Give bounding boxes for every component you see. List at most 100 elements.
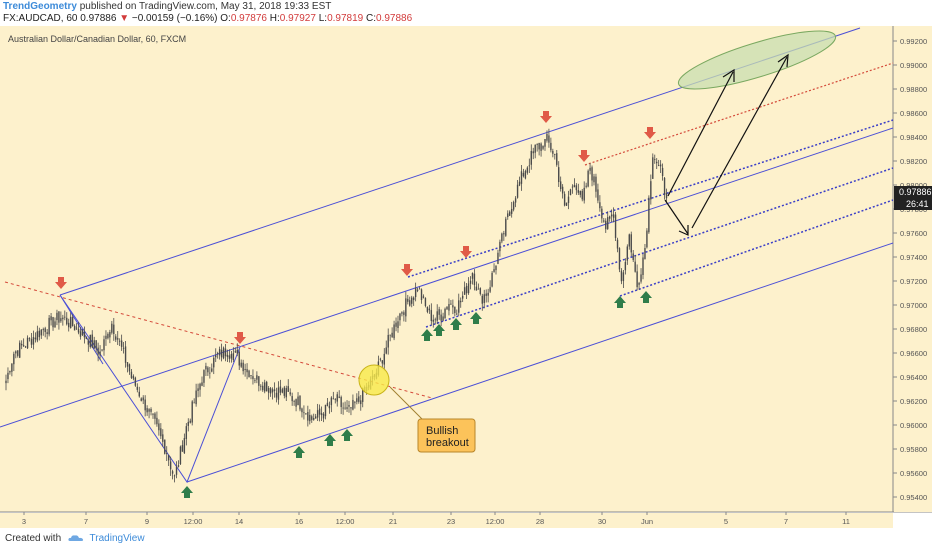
resistance-arrow-icon[interactable] <box>540 111 552 123</box>
candle-body <box>450 303 452 305</box>
candle-body <box>487 292 489 296</box>
candle-body <box>512 202 515 210</box>
candle-body <box>17 350 19 356</box>
support-arrow-icon[interactable] <box>421 329 433 341</box>
price-chart[interactable]: Australian Dollar/Canadian Dollar, 60, F… <box>0 26 932 528</box>
low-label: L: <box>318 13 328 24</box>
resistance-arrow-icon[interactable] <box>55 277 67 289</box>
support-arrow-icon[interactable] <box>181 486 193 498</box>
price-tick-label: 0.95400 <box>900 493 927 502</box>
support-arrow-icon[interactable] <box>450 318 462 330</box>
candle-body <box>134 377 137 386</box>
candle-body <box>528 165 531 167</box>
candle-body <box>195 390 197 405</box>
price-tick-label: 0.96000 <box>900 421 927 430</box>
candle-body <box>179 446 182 465</box>
support-arrow-icon[interactable] <box>324 434 336 446</box>
candle-body <box>22 345 25 347</box>
candle-body <box>630 234 632 253</box>
support-arrow-icon[interactable] <box>614 296 626 308</box>
candle-body <box>185 426 188 439</box>
candle-body <box>634 261 636 272</box>
dotted-channel-upper[interactable] <box>407 119 894 278</box>
candle-body <box>60 318 62 322</box>
author-link[interactable]: TrendGeometry <box>3 1 77 12</box>
candle-body <box>548 135 550 143</box>
candle-body <box>91 334 93 348</box>
last-price: 0.97886 <box>80 13 117 24</box>
candle-body <box>305 413 307 415</box>
breakout-callout[interactable] <box>417 418 476 453</box>
target-zone-ellipse[interactable] <box>674 26 841 100</box>
candle-body <box>542 145 544 149</box>
resistance-arrow-icon[interactable] <box>234 332 246 344</box>
candle-body <box>40 329 42 336</box>
support-arrow-icon[interactable] <box>470 312 482 324</box>
candle-body <box>287 386 289 392</box>
candle-body <box>603 220 605 222</box>
candle-body <box>656 161 658 164</box>
price-axis[interactable] <box>894 26 932 512</box>
candle-body <box>246 369 248 373</box>
projection-arrows <box>664 53 789 236</box>
projection-arrow-1[interactable] <box>667 71 734 197</box>
arrowhead-2b <box>777 53 789 68</box>
open-value: 0.97876 <box>230 13 267 24</box>
time-tick-label: 30 <box>598 517 606 526</box>
candle-body <box>544 138 546 147</box>
candle-body <box>293 401 295 402</box>
support-arrow-icon[interactable] <box>293 446 305 458</box>
resistance-arrow-icon[interactable] <box>460 246 472 258</box>
candle-body <box>240 362 242 367</box>
time-tick-label: 5 <box>724 517 728 526</box>
candle-body <box>313 418 315 420</box>
tradingview-link[interactable]: TradingView <box>89 533 145 544</box>
channel-lower-line[interactable] <box>186 242 894 483</box>
candle-body <box>628 234 630 247</box>
candle-body <box>332 398 335 400</box>
candle-body <box>169 461 172 470</box>
candle-body <box>644 247 646 259</box>
candle-body <box>199 383 201 390</box>
breakout-circle[interactable] <box>358 364 390 396</box>
resistance-arrow-icon[interactable] <box>644 127 656 139</box>
channel-median-line[interactable] <box>0 127 894 428</box>
candle-body <box>526 167 529 173</box>
candle-body <box>50 316 52 321</box>
candle-body <box>118 340 121 342</box>
chart-area[interactable]: Australian Dollar/Canadian Dollar, 60, F… <box>0 26 932 528</box>
dotted-channel-lower[interactable] <box>619 199 894 297</box>
candle-body <box>569 189 572 196</box>
support-arrow-icon[interactable] <box>640 291 652 303</box>
pitchfork-handle[interactable] <box>59 294 241 484</box>
candle-body <box>485 293 487 296</box>
support-arrow-icon[interactable] <box>433 324 445 336</box>
time-axis[interactable] <box>0 513 893 528</box>
candle-body <box>5 380 7 384</box>
candle-body <box>448 304 450 311</box>
candle-body <box>252 376 254 380</box>
projection-arrow-2a[interactable] <box>664 199 689 235</box>
candle-body <box>659 164 662 167</box>
candle-body <box>342 407 344 409</box>
candle-body <box>497 252 499 264</box>
support-arrow-icon[interactable] <box>341 429 353 441</box>
time-tick-label: 12:00 <box>184 517 203 526</box>
candle-body <box>128 364 131 372</box>
candle-body <box>283 387 286 396</box>
candle-body <box>510 208 513 214</box>
projection-arrow-2b[interactable] <box>691 56 788 229</box>
candle-body <box>277 387 280 400</box>
candle-body <box>311 416 313 420</box>
resistance-arrow-icon[interactable] <box>578 150 590 162</box>
candle-body <box>213 357 215 368</box>
candle-body <box>350 407 352 409</box>
candle-body <box>117 338 119 340</box>
resistance-arrow-icon[interactable] <box>401 264 413 276</box>
candle-body <box>11 363 13 372</box>
candle-body <box>132 376 135 379</box>
candle-body <box>440 314 442 321</box>
candle-body <box>491 272 493 287</box>
candle-body <box>387 334 389 348</box>
candle-body <box>250 375 252 376</box>
